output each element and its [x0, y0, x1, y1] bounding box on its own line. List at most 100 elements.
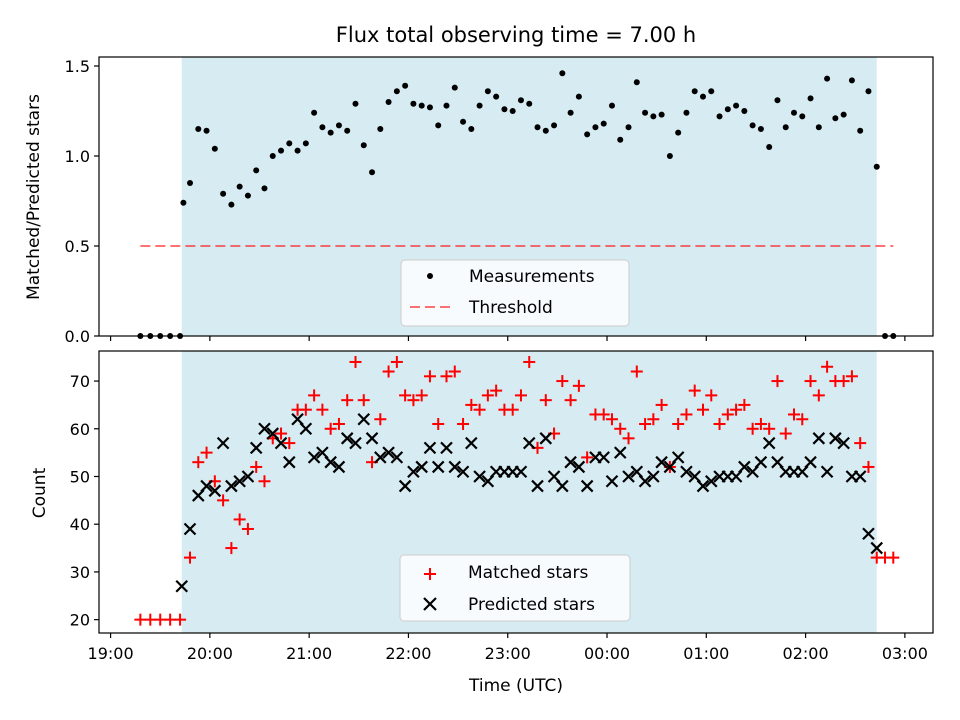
legend-measurements-marker	[427, 273, 433, 279]
y-tick-label: 40	[70, 515, 90, 534]
measurement-point	[385, 99, 392, 105]
measurement-point	[848, 77, 855, 84]
predicted-star-point	[473, 470, 486, 483]
predicted-star-point	[258, 422, 271, 436]
x-tick-label: 00:00	[584, 644, 630, 663]
measurement-point	[451, 84, 458, 91]
matched-star-point	[184, 551, 197, 564]
legend-measurements-label: Measurements	[469, 267, 595, 287]
matched-star-point	[316, 403, 329, 416]
measurement-point	[501, 106, 508, 113]
matched-star-point	[887, 551, 900, 564]
x-tick-label: 21:00	[286, 644, 332, 663]
predicted-star-point	[870, 541, 884, 555]
measurement-point	[319, 124, 326, 131]
measurement-point	[633, 79, 640, 86]
measurement-point	[815, 124, 822, 131]
measurement-point	[352, 100, 359, 107]
matched-star-point	[572, 379, 585, 392]
matched-star-point	[523, 355, 536, 368]
x-tick-label: 19:00	[88, 644, 134, 663]
matched-star-point	[440, 370, 453, 383]
predicted-star-point	[208, 484, 222, 498]
y-tick-label: 0.5	[65, 237, 90, 256]
matched-star-point	[630, 365, 643, 378]
matched-star-point	[217, 494, 230, 507]
measurement-point	[766, 144, 773, 150]
matched-star-point	[845, 370, 858, 383]
matched-star-point	[746, 422, 759, 435]
matched-star-point	[481, 389, 494, 402]
matched-star-point	[473, 403, 486, 416]
measurement-point	[203, 127, 210, 134]
legend-matched-marker	[424, 568, 436, 580]
measurement-points	[137, 70, 897, 339]
predicted-star-point	[597, 451, 610, 464]
legend-matched-label: Matched stars	[468, 563, 588, 583]
x-tick-label: 23:00	[485, 644, 531, 663]
x-tick-label: 03:00	[882, 644, 928, 663]
measurement-point	[435, 122, 442, 129]
predicted-star-point	[398, 479, 412, 493]
predicted-star-point	[299, 422, 313, 436]
matched-star-point	[862, 460, 875, 473]
predicted-star-point	[837, 436, 850, 450]
predicted-star-point	[531, 479, 544, 493]
measurement-point	[840, 111, 847, 118]
matched-star-point	[225, 542, 238, 555]
measurement-point	[278, 147, 285, 154]
matched-star-point	[432, 418, 445, 431]
measurement-point	[650, 113, 657, 120]
measurement-point	[360, 142, 367, 149]
measurement-point	[311, 109, 318, 116]
x-tick-label: 20:00	[187, 644, 233, 663]
predicted-star-point	[622, 470, 635, 483]
measurement-point	[749, 122, 756, 129]
chart-title: Flux total observing time = 7.00 h	[336, 23, 696, 47]
matched-star-point	[283, 437, 296, 450]
predicted-star-point	[638, 474, 652, 488]
predicted-star-point	[407, 465, 420, 478]
matched-star-point	[299, 403, 312, 416]
measurement-point	[302, 140, 309, 147]
measurement-point	[666, 153, 673, 159]
matched-star-point	[721, 408, 734, 421]
predicted-star-point	[233, 474, 246, 488]
matched-star-point	[390, 355, 403, 368]
measurement-point	[327, 129, 334, 136]
predicted-star-point	[241, 470, 255, 483]
matched-star-point	[332, 418, 345, 431]
count-points	[134, 355, 900, 626]
matched-star-point	[763, 422, 776, 435]
measurement-point	[344, 127, 351, 134]
matched-star-point	[250, 460, 263, 473]
matched-star-point	[415, 389, 428, 402]
x-tick-label: 02:00	[783, 644, 829, 663]
measurement-point	[551, 122, 558, 129]
top-axes: 0.0 0.5 1.0 1.5 Matched/Predicted stars Mea…	[24, 56, 934, 346]
y-tick-label: 60	[70, 420, 90, 439]
measurement-point	[476, 102, 483, 109]
matched-star-point	[448, 365, 461, 378]
predicted-star-point	[365, 432, 379, 445]
measurement-point	[824, 75, 831, 82]
matched-star-point	[341, 394, 354, 407]
measurement-point	[187, 180, 194, 186]
predicted-star-point	[853, 470, 867, 483]
matched-star-point	[796, 413, 809, 426]
predicted-star-point	[390, 451, 404, 464]
bottom-x-ticks: 19:00 20:00 21:00 22:00 23:00 00:00 01:00 02:00…	[88, 633, 928, 663]
measurement-point	[699, 93, 706, 100]
measurement-point	[244, 192, 251, 199]
matched-star-point	[564, 394, 577, 407]
measurement-point	[608, 102, 615, 109]
bottom-axes: 20 30 40 50 60 70 19:00 20:00 21:00 22:00 23:00 00…	[30, 350, 934, 696]
measurement-point	[807, 95, 814, 102]
predicted-star-point	[357, 412, 371, 426]
measurement-point	[236, 183, 243, 190]
measurement-point	[180, 199, 187, 206]
measurement-point	[493, 93, 500, 100]
matched-star-point	[597, 408, 610, 421]
predicted-star-point	[572, 460, 586, 474]
